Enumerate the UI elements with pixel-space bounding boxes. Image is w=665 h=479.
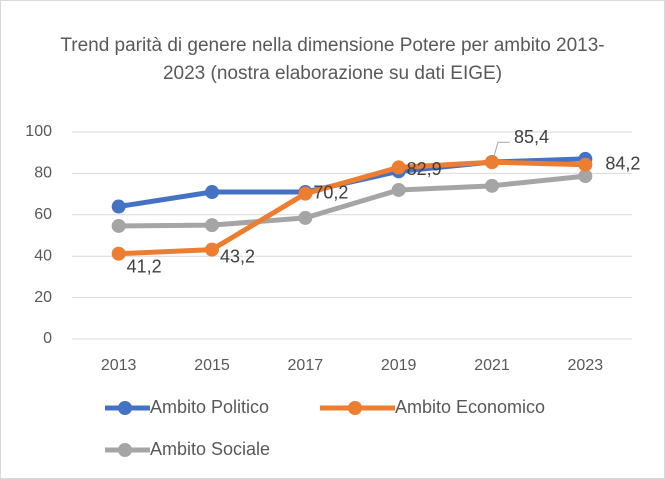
x-tick-label: 2021	[474, 357, 510, 374]
data-label: 70,2	[313, 182, 348, 202]
x-tick-label: 2015	[194, 357, 230, 374]
data-label: 82,9	[407, 159, 442, 179]
data-point	[205, 185, 219, 200]
data-point	[391, 182, 406, 197]
data-point	[578, 157, 593, 172]
leader-line	[493, 141, 510, 157]
x-tick-label: 2013	[101, 357, 137, 374]
data-label: 43,2	[220, 246, 255, 266]
series-line	[116, 159, 588, 257]
data-point	[391, 160, 406, 175]
data-point	[111, 218, 126, 233]
legend-label: Ambito Sociale	[150, 439, 270, 459]
legend-label: Ambito Economico	[395, 397, 545, 417]
legend-marker	[348, 401, 362, 415]
data-label: 84,2	[605, 153, 640, 173]
data-point	[205, 218, 219, 233]
data-label: 41,2	[127, 256, 162, 276]
data-label: 85,4	[514, 127, 549, 147]
y-tick-label: 20	[34, 289, 52, 306]
data-point	[298, 186, 313, 201]
x-tick-label: 2017	[288, 357, 324, 374]
data-point	[578, 169, 593, 184]
y-tick-label: 0	[43, 330, 52, 347]
data-point	[111, 246, 126, 261]
legend-marker	[118, 401, 132, 415]
data-point	[485, 155, 499, 170]
chart-title: Trend parità di genere nella dimensione …	[60, 35, 605, 84]
data-point	[485, 178, 499, 193]
data-point	[205, 242, 219, 257]
x-tick-label: 2023	[568, 357, 604, 374]
legend-label: Ambito Politico	[150, 397, 269, 417]
series-line	[116, 173, 588, 229]
data-point	[111, 199, 126, 214]
y-tick-label: 60	[34, 206, 52, 223]
legend-marker	[118, 443, 132, 457]
x-tick-label: 2019	[381, 357, 417, 374]
y-tick-label: 100	[25, 123, 52, 140]
y-tick-label: 80	[34, 165, 52, 182]
y-tick-label: 40	[34, 247, 52, 264]
data-point	[298, 210, 313, 225]
